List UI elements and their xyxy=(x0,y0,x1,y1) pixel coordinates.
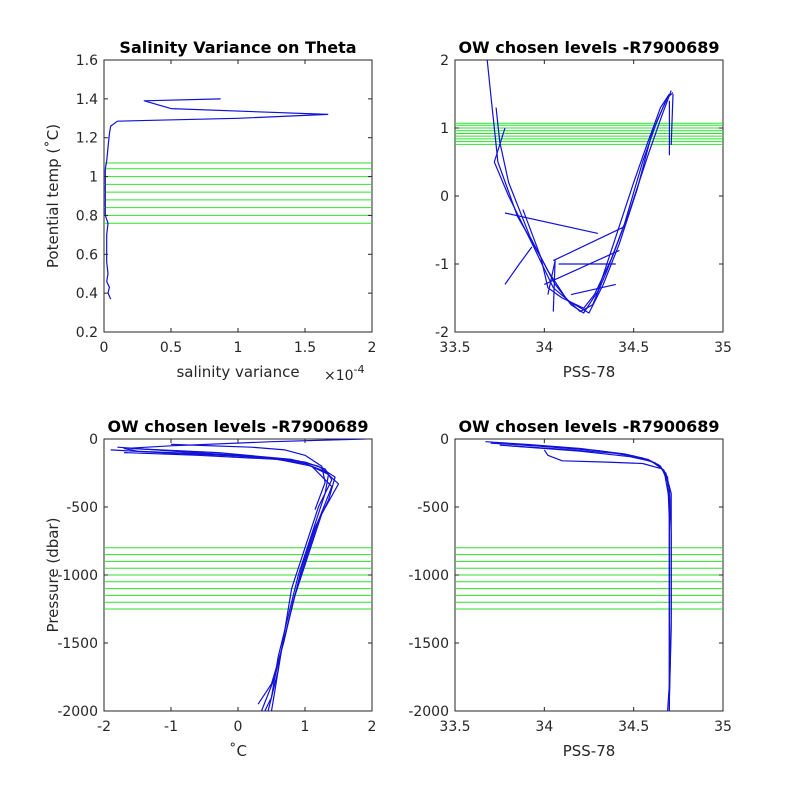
y-tick-label: 0.2 xyxy=(76,325,98,341)
y-tick-label: -1500 xyxy=(57,636,98,652)
y-tick-label: -1 xyxy=(435,257,449,273)
x-tick-label: 34.5 xyxy=(618,340,649,356)
x-tick-label: -2 xyxy=(97,719,111,735)
y-tick-label: 0.8 xyxy=(76,208,98,224)
y-tick-label: 0.4 xyxy=(76,286,98,302)
y-tick-label: 1 xyxy=(440,121,449,137)
subplot-4: 33.5 34 34.5 35 -2000 -1500 -1000 -500 0 OW chose… xyxy=(408,417,732,760)
plot-content xyxy=(104,439,372,711)
x-tick-label: 2 xyxy=(368,340,377,356)
plot-content xyxy=(104,98,372,300)
plot-content xyxy=(455,60,723,314)
subplot-2: 33.5 34 34.5 35 -2 -1 0 1 2 OW chosen levels -R79… xyxy=(435,38,732,381)
x-tick-label: 1 xyxy=(234,340,243,356)
x-tick-label: 1.5 xyxy=(294,340,316,356)
subplot-1: 0 0.5 1 1.5 2 0.2 0.4 0.6 0.8 1 1.2 1.4 1.6 Salinity … xyxy=(44,38,376,384)
y-tick-label: 1.2 xyxy=(76,131,98,147)
subplot-title: OW chosen levels -R7900689 xyxy=(107,417,368,436)
y-tick-label: -2000 xyxy=(57,704,98,720)
profile-line xyxy=(170,443,326,510)
x-tick-label: 33.5 xyxy=(439,340,470,356)
x-tick-label: 2 xyxy=(368,719,377,735)
y-tick-label: 1 xyxy=(89,170,98,186)
y-tick-label: 0 xyxy=(89,432,98,448)
x-tick-label: 35 xyxy=(714,340,732,356)
profile-line xyxy=(504,212,599,234)
y-tick-label: -500 xyxy=(417,500,449,516)
x-tick-label: 34 xyxy=(535,340,553,356)
profile-line xyxy=(553,226,625,262)
x-axis-label: ˚C xyxy=(229,742,247,760)
y-tick-label: 2 xyxy=(440,53,449,69)
profile-line xyxy=(504,246,533,285)
y-axis-label: Potential temp (˚C) xyxy=(44,124,62,268)
x-tick-label: 0 xyxy=(234,719,243,735)
y-tick-label: -1500 xyxy=(408,636,449,652)
subplot-title: Salinity Variance on Theta xyxy=(119,38,356,57)
x-axis-exponent: ×10-4 xyxy=(324,363,365,384)
profile-line xyxy=(522,90,672,309)
y-axis-label: Pressure (dbar) xyxy=(44,518,62,633)
y-tick-label: 0.6 xyxy=(76,247,98,263)
profile-line xyxy=(486,60,670,314)
x-tick-label: 35 xyxy=(714,719,732,735)
plot-area xyxy=(103,59,373,333)
y-tick-label: -2000 xyxy=(408,704,449,720)
y-tick-label: 1.4 xyxy=(76,92,98,108)
subplot-title: OW chosen levels -R7900689 xyxy=(458,417,719,436)
profile-line xyxy=(670,93,674,146)
y-tick-label: 1.6 xyxy=(76,53,98,69)
x-tick-label: 1 xyxy=(301,719,310,735)
subplot-3: -2 -1 0 1 2 -2000 -1500 -1000 -500 0 OW chosen lev… xyxy=(44,417,376,760)
profile-line xyxy=(499,444,670,711)
x-tick-label: 0.5 xyxy=(160,340,182,356)
x-tick-label: 0 xyxy=(100,340,109,356)
plot-area xyxy=(454,59,724,333)
y-tick-label: -1000 xyxy=(408,568,449,584)
x-axis-label: salinity variance xyxy=(176,363,299,381)
profile-line xyxy=(570,283,616,296)
profile-line xyxy=(547,260,556,312)
x-tick-label: 33.5 xyxy=(439,719,470,735)
y-tick-label: -2 xyxy=(435,325,449,341)
x-tick-label: 34.5 xyxy=(618,719,649,735)
profile-line xyxy=(104,98,329,300)
x-axis-label: PSS-78 xyxy=(563,363,616,381)
subplot-title: OW chosen levels -R7900689 xyxy=(458,38,719,57)
y-tick-label: -500 xyxy=(66,500,98,516)
x-axis-label: PSS-78 xyxy=(563,742,616,760)
y-tick-label: 0 xyxy=(440,189,449,205)
y-tick-label: 0 xyxy=(440,432,449,448)
profile-line xyxy=(544,249,620,285)
y-tick-label: -1000 xyxy=(57,568,98,584)
x-tick-label: 34 xyxy=(535,719,553,735)
profile-line xyxy=(124,452,333,705)
plot-content xyxy=(455,441,723,711)
x-tick-label: -1 xyxy=(164,719,178,735)
profile-line xyxy=(543,449,672,698)
